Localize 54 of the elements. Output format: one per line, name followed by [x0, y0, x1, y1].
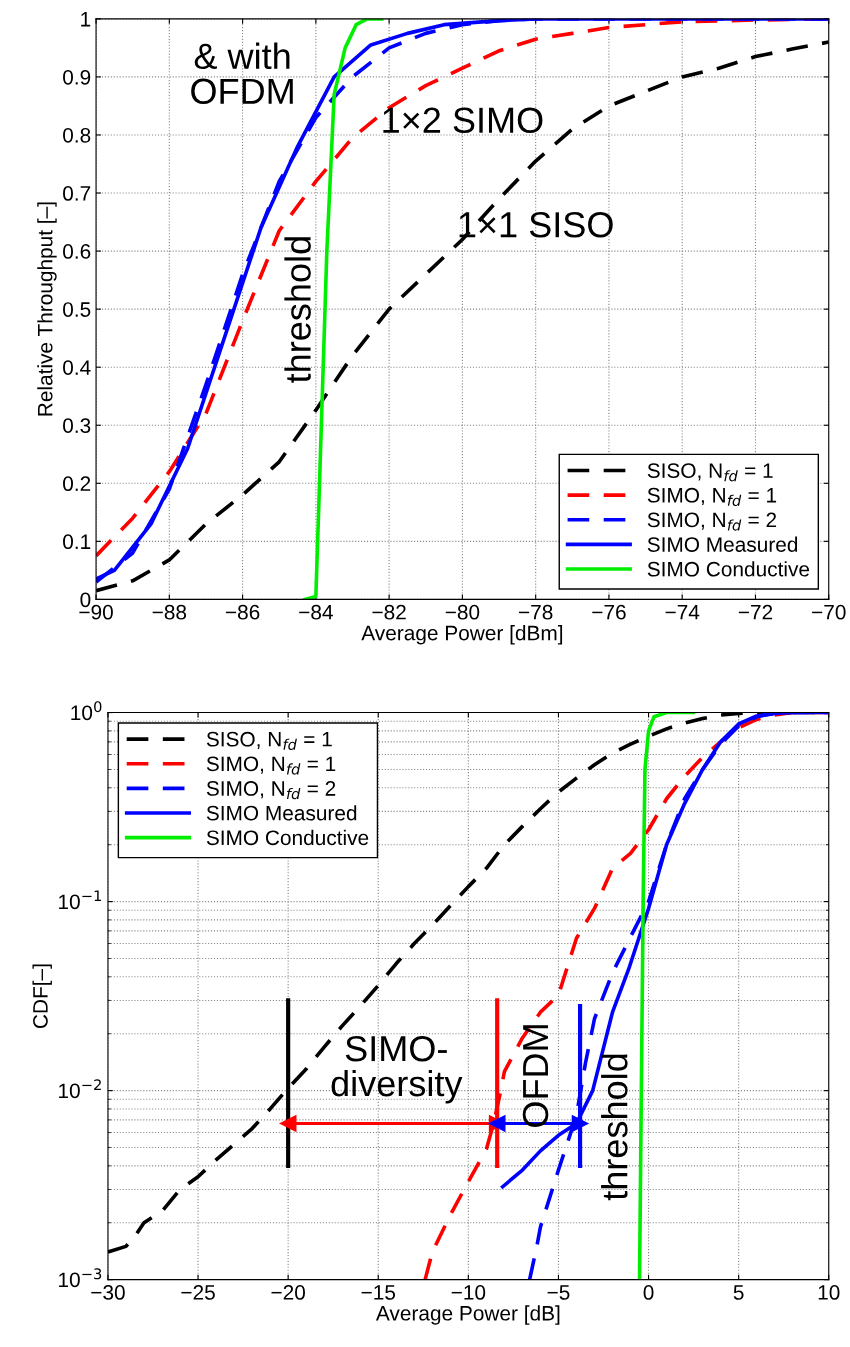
x-tick-label: −15 — [361, 1285, 396, 1300]
x-tick-label: −82 — [372, 604, 406, 620]
y-tick-label: 0.3 — [63, 418, 91, 433]
y-tick-label: 0.1 — [63, 534, 91, 550]
y-tick-label: 0.7 — [63, 186, 91, 201]
y-tick-label: 0.5 — [63, 302, 91, 317]
x-tick-label: −30 — [91, 1285, 125, 1300]
y-tick-label: 10$^{0}$ — [71, 701, 102, 721]
annotation: 1×2 SIMO — [383, 107, 543, 134]
legend-label: SIMO Measured — [647, 536, 798, 552]
x-tick-label: −72 — [738, 604, 773, 620]
legend-label: SIMO Conductive — [206, 829, 369, 846]
legend-label: SIMO, N$_{fd}$ = 1 — [206, 756, 336, 775]
y-tick-label: 0.4 — [63, 360, 91, 375]
legend-label: SIMO, N$_{fd}$ = 1 — [647, 487, 777, 507]
legend-label: SIMO, N$_{fd}$ = 2 — [647, 512, 777, 531]
line-series — [637, 712, 696, 1280]
annotation: & with OFDM — [191, 42, 293, 105]
x-tick-label: −80 — [445, 604, 480, 620]
y-axis-title: CDF[–] — [32, 964, 52, 1029]
y-tick-label: 0.8 — [63, 127, 91, 143]
legend-label: SIMO, N$_{fd}$ = 2 — [206, 781, 336, 800]
annotation: SIMO- diversity — [331, 1035, 463, 1104]
x-tick-label: −20 — [271, 1285, 306, 1300]
x-tick-label: −5 — [547, 1285, 570, 1300]
y-axis-title: Relative Throughput [–] — [37, 202, 57, 416]
x-tick-label: −84 — [299, 604, 333, 620]
annotation: threshold — [284, 237, 311, 383]
legend-label: SIMO Measured — [206, 805, 357, 821]
x-tick-label: −88 — [152, 604, 187, 620]
legend-label: SISO, N$_{fd}$ = 1 — [206, 731, 332, 750]
x-axis-title: Average Power [dB] — [375, 1305, 560, 1325]
y-tick-label: 10$^{−3}$ — [59, 1268, 102, 1288]
y-tick-label: 0.2 — [63, 476, 91, 492]
x-tick-label: −10 — [451, 1285, 486, 1300]
legend-label: SISO, N$_{fd}$ = 1 — [647, 463, 773, 482]
y-tick-label: 1 — [81, 12, 91, 27]
y-tick-label: 0.6 — [63, 244, 91, 259]
y-tick-label: 10$^{−2}$ — [59, 1079, 101, 1099]
legend-label: SIMO Conductive — [647, 561, 810, 577]
x-tick-label: 0 — [643, 1285, 654, 1300]
x-tick-label: −25 — [181, 1285, 215, 1300]
x-tick-label: −74 — [665, 605, 700, 620]
x-tick-label: −70 — [812, 604, 846, 620]
x-tick-label: −76 — [592, 604, 626, 620]
annotation: threshold — [601, 1054, 628, 1201]
annotation: OFDM — [522, 1025, 549, 1127]
y-tick-label: 10$^{−1}$ — [59, 890, 101, 910]
x-tick-label: −78 — [519, 604, 553, 620]
x-tick-label: 10 — [818, 1285, 840, 1300]
y-tick-label: 0.9 — [63, 69, 91, 85]
x-axis-title: Average Power [dBm] — [361, 625, 563, 645]
x-tick-label: 5 — [733, 1285, 744, 1300]
x-tick-label: −86 — [225, 604, 260, 620]
